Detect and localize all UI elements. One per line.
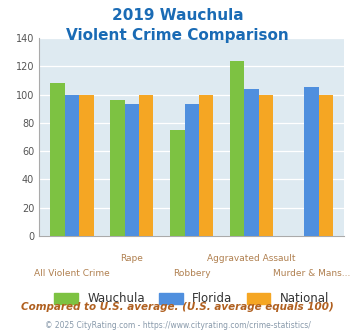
Bar bbox=[79, 94, 93, 236]
Bar bbox=[318, 94, 333, 236]
Text: © 2025 CityRating.com - https://www.cityrating.com/crime-statistics/: © 2025 CityRating.com - https://www.city… bbox=[45, 321, 310, 330]
Text: Robbery: Robbery bbox=[173, 269, 211, 278]
Bar bbox=[199, 94, 213, 236]
Bar bbox=[230, 61, 244, 236]
Bar bbox=[259, 94, 273, 236]
Text: Rape: Rape bbox=[120, 254, 143, 263]
Bar bbox=[304, 87, 318, 236]
Legend: Wauchula, Florida, National: Wauchula, Florida, National bbox=[54, 292, 329, 305]
Text: Compared to U.S. average. (U.S. average equals 100): Compared to U.S. average. (U.S. average … bbox=[21, 302, 334, 312]
Text: Violent Crime Comparison: Violent Crime Comparison bbox=[66, 28, 289, 43]
Bar bbox=[110, 100, 125, 236]
Text: 2019 Wauchula: 2019 Wauchula bbox=[112, 8, 243, 23]
Text: Aggravated Assault: Aggravated Assault bbox=[207, 254, 296, 263]
Text: Murder & Mans...: Murder & Mans... bbox=[273, 269, 350, 278]
Bar bbox=[170, 130, 185, 236]
Bar bbox=[50, 83, 65, 236]
Bar bbox=[185, 104, 199, 236]
Bar bbox=[125, 104, 139, 236]
Bar bbox=[139, 94, 153, 236]
Bar bbox=[244, 89, 259, 236]
Text: All Violent Crime: All Violent Crime bbox=[34, 269, 110, 278]
Bar bbox=[65, 94, 79, 236]
